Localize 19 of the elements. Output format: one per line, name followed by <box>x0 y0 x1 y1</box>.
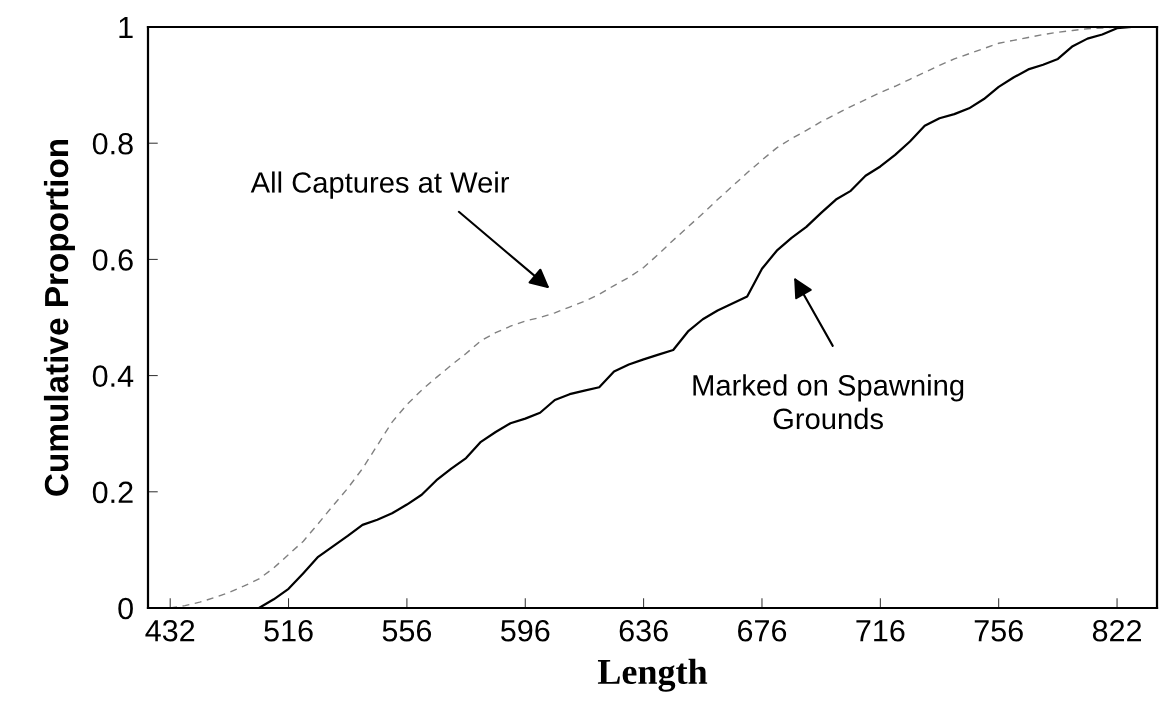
x-tick-label: 822 <box>1092 619 1142 642</box>
y-tick-label: 1 <box>119 17 133 39</box>
y-tick-label: 0.8 <box>92 132 133 155</box>
y-axis-title: Cumulative Proportion <box>43 139 75 496</box>
x-tick-label: 556 <box>382 619 432 642</box>
x-tick-label: 716 <box>856 619 905 642</box>
x-tick-label: 516 <box>264 619 313 642</box>
y-tick-label: 0.2 <box>92 481 133 504</box>
annotation: All Captures at Weir <box>250 171 509 199</box>
y-tick-label: 0.4 <box>92 365 134 387</box>
x-tick-label: 676 <box>738 619 787 642</box>
x-tick-label: 596 <box>501 619 550 642</box>
x-axis-title: Length <box>597 658 708 692</box>
y-tick-label: 0.6 <box>92 249 133 271</box>
x-tick-label: 756 <box>974 619 1023 642</box>
x-tick-label: 636 <box>619 619 668 642</box>
x-tick-label: 432 <box>145 619 195 642</box>
annotation: Marked on Spawning Grounds <box>693 374 964 430</box>
y-tick-label: 0 <box>118 597 133 620</box>
